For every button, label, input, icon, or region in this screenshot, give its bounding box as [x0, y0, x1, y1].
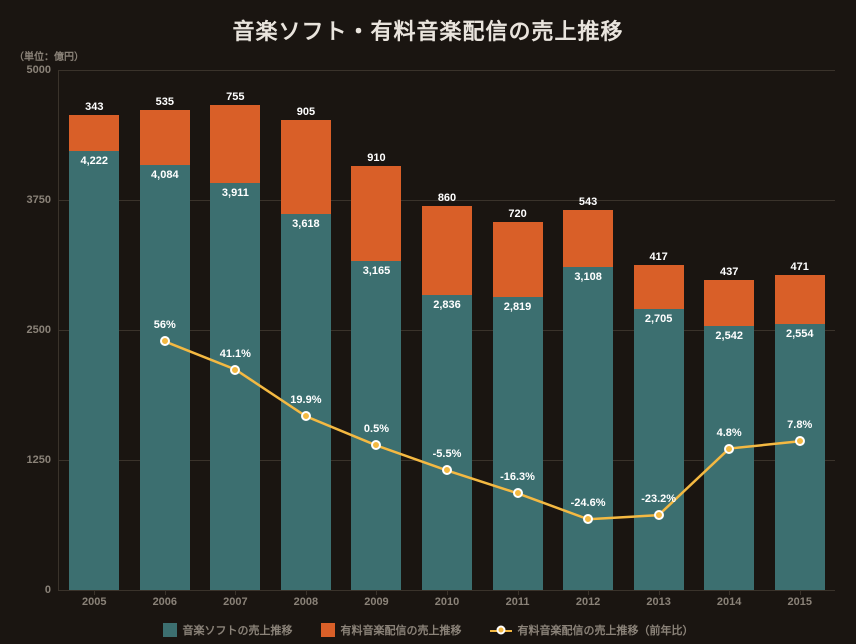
yoy-marker	[513, 488, 523, 498]
legend-marker-icon	[496, 626, 505, 635]
yoy-label: 41.1%	[220, 348, 251, 364]
yoy-marker	[654, 510, 664, 520]
x-tick	[235, 590, 236, 595]
x-tick	[729, 590, 730, 595]
y-tick-label: 2500	[27, 324, 59, 336]
legend-swatch-soft	[163, 623, 177, 637]
y-tick-label: 1250	[27, 454, 59, 466]
yoy-label: 4.8%	[717, 427, 742, 443]
plot-area: 012502500375050004,22234320054,084535200…	[58, 70, 835, 591]
yoy-label: 0.5%	[364, 423, 389, 439]
x-tick	[518, 590, 519, 595]
x-tick	[94, 590, 95, 595]
legend-swatch-line	[490, 623, 512, 637]
y-tick-label: 5000	[27, 64, 59, 76]
x-tick	[376, 590, 377, 595]
x-tick	[447, 590, 448, 595]
legend-label-dist: 有料音楽配信の売上推移	[341, 622, 462, 638]
legend-item-dist: 有料音楽配信の売上推移	[321, 622, 462, 638]
yoy-label: -5.5%	[433, 448, 462, 464]
yoy-marker	[301, 411, 311, 421]
yoy-label: -16.3%	[500, 471, 535, 487]
yoy-marker	[724, 444, 734, 454]
y-tick-label: 3750	[27, 194, 59, 206]
chart-title: 音楽ソフト・有料音楽配信の売上推移	[0, 14, 856, 46]
yoy-marker	[795, 436, 805, 446]
unit-label: （単位：億円）	[14, 48, 84, 63]
yoy-label: 56%	[154, 319, 176, 335]
legend-item-line: 有料音楽配信の売上推移（前年比）	[490, 622, 694, 638]
x-tick	[800, 590, 801, 595]
x-tick	[659, 590, 660, 595]
yoy-label: -23.2%	[641, 493, 676, 509]
yoy-marker	[442, 465, 452, 475]
legend-item-soft: 音楽ソフトの売上推移	[163, 622, 293, 638]
legend: 音楽ソフトの売上推移 有料音楽配信の売上推移 有料音楽配信の売上推移（前年比）	[0, 622, 856, 638]
yoy-marker	[160, 336, 170, 346]
yoy-marker	[583, 514, 593, 524]
legend-label-line: 有料音楽配信の売上推移（前年比）	[518, 622, 694, 638]
yoy-label: 19.9%	[290, 394, 321, 410]
legend-swatch-dist	[321, 623, 335, 637]
yoy-marker	[230, 365, 240, 375]
y-tick-label: 0	[45, 584, 59, 596]
legend-label-soft: 音楽ソフトの売上推移	[183, 622, 293, 638]
chart-container: 音楽ソフト・有料音楽配信の売上推移 （単位：億円） 01250250037505…	[0, 0, 856, 644]
yoy-label: -24.6%	[571, 497, 606, 513]
yoy-label: 7.8%	[787, 419, 812, 435]
x-tick	[306, 590, 307, 595]
x-tick	[165, 590, 166, 595]
yoy-marker	[371, 440, 381, 450]
x-tick	[588, 590, 589, 595]
